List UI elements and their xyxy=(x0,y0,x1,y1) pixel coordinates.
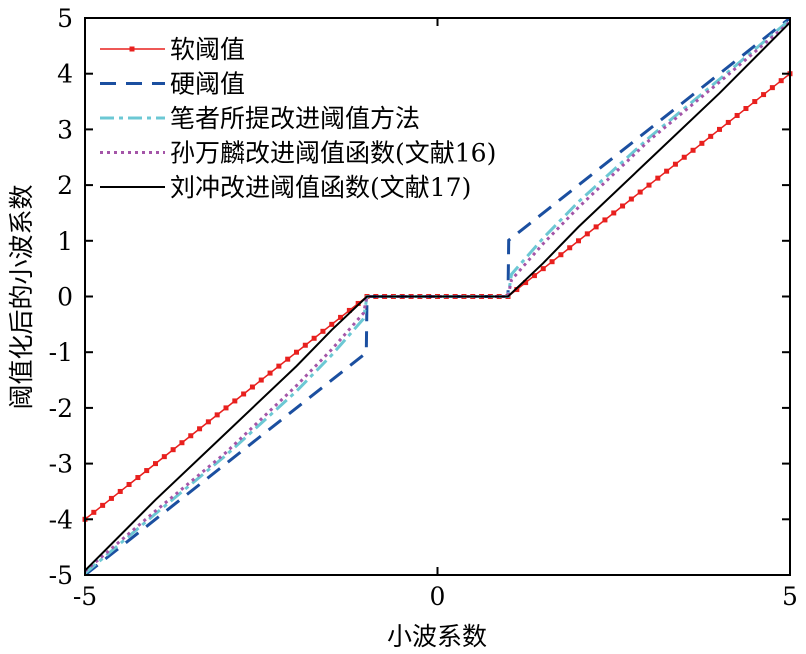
series-marker xyxy=(205,419,211,425)
y-tick-label: 2 xyxy=(57,171,73,200)
series-marker xyxy=(241,391,247,397)
series-marker xyxy=(620,203,626,209)
series-marker xyxy=(144,468,150,474)
series-marker xyxy=(708,133,714,139)
y-axis-label: 阈值化后的小波系数 xyxy=(7,184,36,409)
y-tick-label: -4 xyxy=(49,505,73,534)
series-marker xyxy=(276,363,282,369)
y-tick-label: 1 xyxy=(57,227,73,256)
series-marker xyxy=(153,461,158,467)
y-tick-label: -1 xyxy=(49,338,73,367)
series-marker xyxy=(258,377,264,383)
series-marker xyxy=(170,447,176,453)
series-marker xyxy=(100,502,106,508)
series-marker xyxy=(197,426,203,432)
series-marker xyxy=(161,454,167,460)
series-marker xyxy=(717,126,722,132)
y-tick-label: 3 xyxy=(57,115,73,144)
series-marker xyxy=(179,440,185,446)
series-marker xyxy=(769,85,775,91)
series-marker xyxy=(249,384,255,390)
legend-label-2: 笔者所提改进阈值方法 xyxy=(170,104,420,133)
y-tick-label: -3 xyxy=(49,450,73,479)
y-tick-label: 4 xyxy=(57,60,73,89)
series-marker xyxy=(338,314,344,320)
series-marker xyxy=(699,140,705,146)
series-line-4 xyxy=(84,21,791,572)
series-marker xyxy=(285,356,291,362)
series-marker xyxy=(126,481,132,487)
series-marker xyxy=(761,92,767,98)
series-marker xyxy=(655,175,661,181)
x-tick-label: 5 xyxy=(782,582,798,611)
series-marker xyxy=(602,217,608,223)
legend-label-0: 软阈值 xyxy=(170,35,245,64)
legend-label-3: 孙万麟改进阈值函数(文献16) xyxy=(170,139,496,168)
series-marker xyxy=(611,210,617,216)
series-marker xyxy=(223,405,229,411)
series-marker xyxy=(567,245,573,251)
series-marker xyxy=(637,189,643,195)
series-line-1 xyxy=(84,16,791,577)
series-marker xyxy=(646,182,652,188)
series-marker xyxy=(294,349,299,355)
series-marker xyxy=(267,370,273,376)
y-tick-label: 0 xyxy=(57,283,73,312)
series-marker xyxy=(329,321,335,327)
series-marker xyxy=(311,335,317,341)
legend-label-4: 刘冲改进阈值函数(文献17) xyxy=(170,173,471,202)
series-marker xyxy=(558,252,564,258)
series-marker xyxy=(540,266,546,272)
series-marker xyxy=(690,147,696,153)
series-marker xyxy=(232,398,238,404)
series-marker xyxy=(778,78,784,84)
series-marker xyxy=(593,224,599,230)
series-marker xyxy=(346,307,352,313)
x-axis-label: 小波系数 xyxy=(387,622,487,651)
series-marker xyxy=(576,238,581,244)
series-marker xyxy=(584,231,590,237)
series-marker xyxy=(355,300,361,306)
series-marker xyxy=(672,161,678,167)
series-marker xyxy=(531,273,537,279)
y-tick-label: -5 xyxy=(49,561,73,590)
legend-marker xyxy=(129,46,135,52)
series-marker xyxy=(523,280,529,286)
series-marker xyxy=(108,495,114,501)
series-marker xyxy=(743,106,749,112)
series-marker xyxy=(752,99,758,105)
series-marker xyxy=(214,412,220,418)
y-tick-label: 5 xyxy=(57,4,73,33)
legend-label-1: 硬阈值 xyxy=(170,70,245,99)
series-marker xyxy=(734,112,740,118)
y-tick-label: -2 xyxy=(49,394,73,423)
series-marker xyxy=(135,475,141,481)
x-tick-label: 0 xyxy=(430,582,446,611)
series-marker xyxy=(681,154,687,160)
series-marker xyxy=(514,287,520,293)
series-marker xyxy=(628,196,634,202)
series-marker xyxy=(725,119,731,125)
series-marker xyxy=(302,342,308,348)
series-marker xyxy=(117,488,123,494)
x-tick-label: -5 xyxy=(73,582,97,611)
series-marker xyxy=(91,509,97,515)
series-marker xyxy=(664,168,670,174)
series-marker xyxy=(320,328,326,334)
series-marker xyxy=(549,259,555,265)
series-marker xyxy=(188,433,194,439)
